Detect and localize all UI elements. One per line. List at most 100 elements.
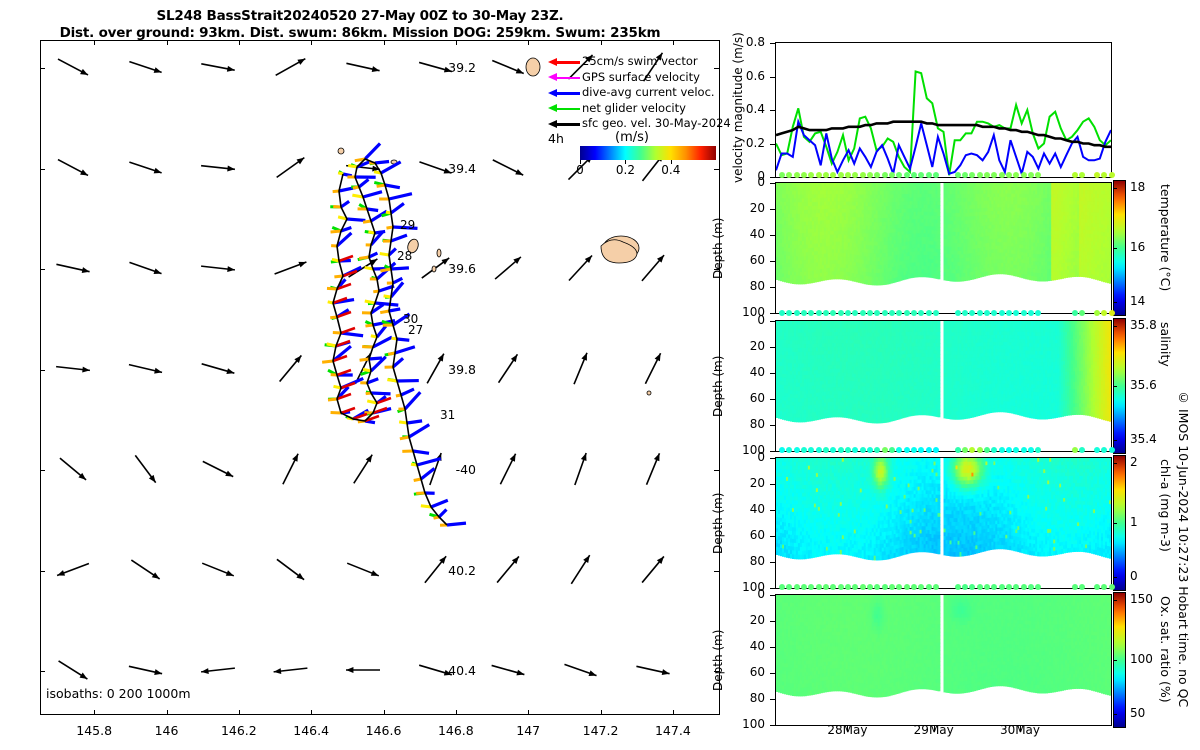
section-plot-salinity xyxy=(776,321,1111,424)
surface-dot xyxy=(896,310,903,316)
depth-tick xyxy=(770,699,775,700)
map-xtick-top xyxy=(672,40,674,45)
map-xtick-bottom xyxy=(455,710,457,715)
map-ytick-label: -40 xyxy=(455,462,476,477)
depth-tick xyxy=(770,588,775,589)
surface-dot xyxy=(866,447,873,453)
colorbar-label-temperature: temperature (°C) xyxy=(1158,184,1173,292)
surface-dot xyxy=(991,447,998,453)
surface-dot xyxy=(1013,310,1020,316)
colorbar-tick xyxy=(1113,463,1117,464)
map-ytick-label: 39.2 xyxy=(448,60,476,75)
legend-label: net glider velocity xyxy=(582,100,686,115)
surface-dot xyxy=(779,447,785,453)
surface-dot xyxy=(984,447,991,453)
map-ytick-right xyxy=(714,671,719,672)
surface-dot xyxy=(1020,310,1027,316)
section-panel-temperature[interactable] xyxy=(775,182,1112,314)
surface-dot xyxy=(918,447,925,453)
map-legend: 25cm/s swim vector GPS surface velocity di… xyxy=(548,54,731,132)
map-cb-tick-label: 0.2 xyxy=(615,163,635,177)
colorbar-unit-label: (m/s) xyxy=(615,130,649,145)
depth-tick xyxy=(770,621,775,622)
map-xtick-label: 146.4 xyxy=(293,723,330,738)
surface-dot xyxy=(976,310,983,316)
surface-dot xyxy=(998,172,1005,178)
surface-dot xyxy=(859,172,866,178)
title-line-2: Dist. over ground: 93km. Dist. swum: 86k… xyxy=(59,25,661,41)
map-xtick-bottom xyxy=(311,710,313,715)
date-tick xyxy=(847,726,849,731)
map-cb-tick xyxy=(625,160,627,164)
legend-line xyxy=(554,76,580,80)
surface-dot xyxy=(910,447,917,453)
track-day-label: 29 xyxy=(400,218,416,232)
surface-dot xyxy=(844,310,851,316)
depth-tick-label: 20 xyxy=(749,201,765,215)
surface-dot xyxy=(984,310,991,316)
surface-dot xyxy=(779,310,785,316)
map-ytick-right xyxy=(714,369,719,371)
surface-dot xyxy=(991,172,998,178)
surface-dot xyxy=(969,172,976,178)
surface-dot xyxy=(932,310,939,316)
map-xtick-bottom xyxy=(94,710,96,715)
surface-dot xyxy=(962,310,969,316)
depth-tick xyxy=(770,373,775,374)
colorbar-tick-label: 100 xyxy=(1130,652,1153,666)
ts-ytick-label: 0.2 xyxy=(745,135,765,150)
section-panel-chl-a[interactable] xyxy=(775,457,1112,589)
depth-tick-label: 20 xyxy=(749,476,765,490)
colorbar-tick-label: 1 xyxy=(1130,515,1138,529)
surface-dot xyxy=(1035,310,1042,316)
legend-row: GPS surface velocity xyxy=(548,70,728,86)
figure-title: SL248 BassStrait20240520 27-May 00Z to 3… xyxy=(0,8,720,42)
surface-dot xyxy=(1006,310,1013,316)
velocity-timeseries-panel[interactable] xyxy=(775,42,1112,178)
surface-dot xyxy=(976,584,983,590)
surface-dot xyxy=(881,310,888,316)
map-ytick-right xyxy=(714,68,719,69)
surface-dot xyxy=(874,310,881,316)
surface-dot xyxy=(800,584,807,590)
legend-label: 25cm/s swim vector xyxy=(582,54,698,68)
depth-tick xyxy=(770,647,775,648)
section-panel-oxygen-saturation[interactable] xyxy=(775,594,1112,726)
depth-tick xyxy=(770,725,775,726)
surface-dot xyxy=(815,172,822,178)
map-colorbar xyxy=(580,146,716,160)
surface-dot xyxy=(815,584,822,590)
map-ytick-left xyxy=(40,269,45,270)
depth-tick-label: 60 xyxy=(749,665,765,679)
surface-dot xyxy=(903,310,910,316)
map-ytick-label: 39.4 xyxy=(448,160,476,176)
surface-dot xyxy=(1028,310,1035,316)
surface-dot xyxy=(837,172,844,178)
surface-dot xyxy=(793,584,800,590)
map-ytick-label: 40.2 xyxy=(448,562,476,578)
colorbar-tick xyxy=(1113,660,1117,661)
surface-dot xyxy=(925,584,932,590)
surface-dot xyxy=(888,172,895,178)
colorbar-tick xyxy=(1113,248,1117,249)
colorbar-tick-label: 35.6 xyxy=(1130,378,1157,392)
surface-dot xyxy=(1072,172,1079,178)
surface-dot xyxy=(800,172,807,178)
track-day-label: 31 xyxy=(440,408,456,422)
legend-label: GPS surface velocity xyxy=(582,69,700,84)
surface-dot xyxy=(969,310,976,316)
map-xtick-top xyxy=(311,40,313,45)
section-plot-oxygen-saturation xyxy=(776,595,1111,698)
section-panel-salinity[interactable] xyxy=(775,320,1112,452)
map-xtick-label: 146.6 xyxy=(365,723,402,738)
legend-line xyxy=(554,123,580,126)
surface-dot xyxy=(888,447,895,453)
title-line-1: SL248 BassStrait20240520 27-May 00Z to 3… xyxy=(156,8,564,24)
map-ytick-right xyxy=(714,168,719,170)
legend-row: 25cm/s swim vector xyxy=(548,54,728,70)
surface-dot xyxy=(1072,310,1079,316)
depth-tick xyxy=(770,399,775,400)
track-day-label: 27 xyxy=(408,323,424,337)
legend-arrow-icon xyxy=(548,104,557,113)
map-xtick-bottom xyxy=(166,710,168,715)
